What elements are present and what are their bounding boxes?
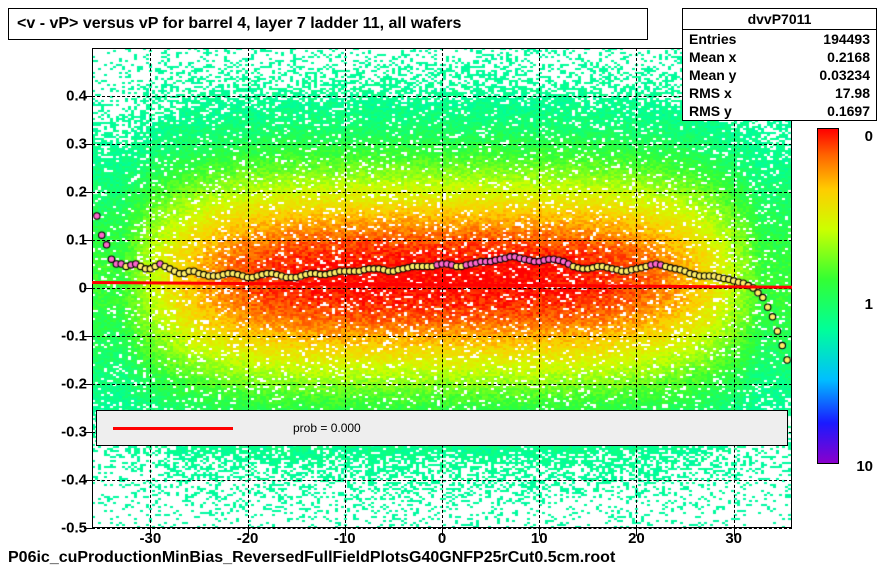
legend-prob-label: prob = 0.000 <box>293 421 361 435</box>
stats-row: Entries 194493 <box>683 30 876 48</box>
colorbar <box>817 128 839 464</box>
stats-header: dvvP7011 <box>683 9 876 30</box>
legend-fit-line <box>113 427 233 430</box>
stats-row: Mean x 0.2168 <box>683 48 876 66</box>
plot-title: <v - vP> versus vP for barrel 4, layer 7… <box>8 8 648 40</box>
y-tick-label: 0.1 <box>66 232 87 249</box>
stats-box: dvvP7011 Entries194493Mean x0.2168Mean y… <box>682 8 877 121</box>
stats-value: 0.1697 <box>827 103 870 119</box>
bottom-caption: P06ic_cuProductionMinBias_ReversedFullFi… <box>8 549 615 567</box>
stats-row: RMS x 17.98 <box>683 84 876 102</box>
stats-row: Mean y 0.03234 <box>683 66 876 84</box>
stats-label: Mean x <box>689 49 736 65</box>
y-tick-label: 0.2 <box>66 184 87 201</box>
stats-label: Entries <box>689 31 736 47</box>
x-tick-label: -20 <box>237 530 259 547</box>
x-tick-label: -10 <box>334 530 356 547</box>
stats-label: RMS x <box>689 85 732 101</box>
x-tick-label: 30 <box>725 530 742 547</box>
x-tick-label: 20 <box>628 530 645 547</box>
x-tick-label: -30 <box>139 530 161 547</box>
stats-label: Mean y <box>689 67 736 83</box>
x-tick-label: 10 <box>531 530 548 547</box>
stats-value: 0.2168 <box>827 49 870 65</box>
y-tick-label: -0.4 <box>61 472 87 489</box>
colorbar-tick-label: 1 <box>865 296 873 313</box>
stats-value: 0.03234 <box>819 67 870 83</box>
stats-row: RMS y 0.1697 <box>683 102 876 120</box>
plot-title-text: <v - vP> versus vP for barrel 4, layer 7… <box>17 15 461 33</box>
y-tick-label: 0.4 <box>66 88 87 105</box>
stats-label: RMS y <box>689 103 732 119</box>
x-tick-label: 0 <box>438 530 446 547</box>
y-tick-label: 0.3 <box>66 136 87 153</box>
y-tick-label: -0.2 <box>61 376 87 393</box>
colorbar-tick-label: 10 <box>856 458 873 475</box>
colorbar-tick-label: 0 <box>865 128 873 145</box>
y-tick-label: -0.3 <box>61 424 87 441</box>
y-tick-label: 0 <box>79 280 87 297</box>
y-tick-label: -0.5 <box>61 520 87 537</box>
stats-value: 194493 <box>823 31 870 47</box>
stats-value: 17.98 <box>835 85 870 101</box>
legend-box: prob = 0.000 <box>96 410 788 446</box>
y-tick-label: -0.1 <box>61 328 87 345</box>
